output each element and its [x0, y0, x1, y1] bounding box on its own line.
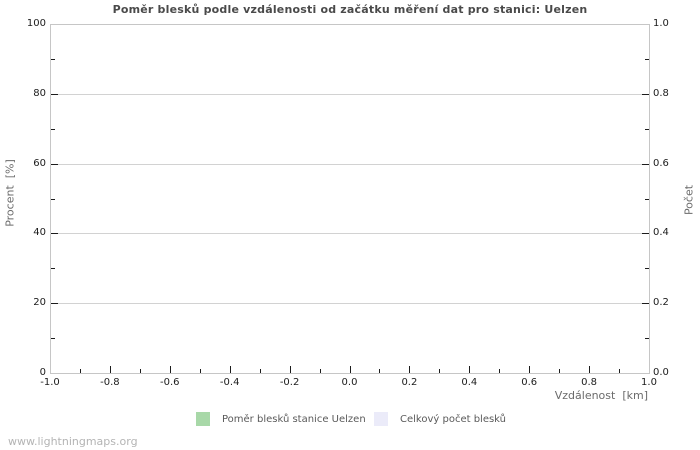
x-axis-tick-label: -0.8: [100, 377, 120, 388]
legend-item-total: Celkový počet blesků: [374, 411, 506, 427]
gridline: [50, 233, 649, 235]
y-minor-tick: [645, 58, 649, 60]
y-major-tick: [642, 233, 649, 235]
x-axis-tick-label: -0.6: [160, 377, 180, 388]
y-axis-tick-label: 20: [33, 297, 46, 309]
x-minor-tick: [319, 369, 321, 373]
x-axis-tick-label: 0.4: [461, 377, 478, 388]
y2-axis-tick-label: 0.8: [653, 87, 669, 99]
x-minor-tick: [379, 369, 381, 373]
x-major-tick: [349, 366, 351, 373]
y-minor-tick: [645, 198, 649, 200]
y-minor-tick: [51, 58, 55, 60]
x-minor-tick: [79, 369, 81, 373]
x-axis-tick-label: 0.6: [521, 377, 538, 388]
x-minor-tick: [499, 369, 501, 373]
y-minor-tick: [51, 198, 55, 200]
y2-axis-tick-label: 0.4: [653, 227, 669, 239]
x-axis-tick-label: -0.4: [219, 377, 240, 388]
x-minor-tick: [259, 369, 261, 373]
y2-axis-tick-label: 1.0: [653, 18, 669, 29]
legend-label: Poměr blesků stanice Uelzen: [222, 413, 366, 425]
y-axis-tick-label: 60: [33, 157, 46, 169]
x-major-tick: [169, 366, 171, 373]
x-major-tick: [289, 366, 291, 373]
gridline: [50, 303, 649, 305]
x-major-tick: [589, 366, 591, 373]
x-axis-tick-label: 0.8: [581, 377, 598, 388]
y2-axis-title: Počet: [682, 184, 696, 216]
x-axis-tick-label: 0.0: [341, 377, 358, 388]
x-major-tick: [469, 366, 471, 373]
legend-label: Celkový počet blesků: [400, 413, 507, 425]
y-axis-tick-label: 40: [33, 227, 46, 239]
x-major-tick: [229, 366, 231, 373]
x-minor-tick: [199, 369, 201, 373]
y-minor-tick: [51, 128, 55, 130]
x-axis-title: Vzdálenost [km]: [554, 389, 648, 402]
x-axis-tick-label: 0.2: [401, 377, 418, 388]
gridline: [50, 93, 649, 95]
x-minor-tick: [619, 369, 621, 373]
legend-item-ratio: Poměr blesků stanice Uelzen: [196, 411, 366, 427]
x-axis-tick-label: 1.0: [641, 377, 657, 388]
x-major-tick: [409, 366, 411, 373]
gridline: [50, 163, 649, 165]
x-minor-tick: [439, 369, 441, 373]
y-major-tick: [642, 303, 649, 305]
y-minor-tick: [51, 268, 55, 270]
legend-swatch: [196, 412, 210, 426]
x-minor-tick: [559, 369, 561, 373]
y-axis-tick-label: 80: [33, 87, 46, 99]
y-minor-tick: [51, 338, 55, 340]
watermark: www.lightningmaps.org: [8, 435, 138, 448]
y2-axis-tick-label: 0.2: [653, 297, 669, 309]
y-minor-tick: [645, 338, 649, 340]
y-minor-tick: [645, 128, 649, 130]
x-minor-tick: [139, 369, 141, 373]
y-major-tick: [51, 163, 58, 165]
y-major-tick: [51, 303, 58, 305]
y-major-tick: [642, 163, 649, 165]
chart-title: Poměr blesků podle vzdálenosti od začátk…: [112, 3, 588, 16]
plot-area: [50, 24, 650, 374]
y-axis-tick-label: 0: [39, 367, 46, 378]
x-axis-tick-label: -0.2: [279, 377, 300, 388]
x-axis-tick-label: -1.0: [40, 377, 60, 388]
y-minor-tick: [645, 268, 649, 270]
y-major-tick: [51, 233, 58, 235]
y-major-tick: [642, 93, 649, 95]
y-major-tick: [51, 93, 58, 95]
legend-swatch: [374, 412, 388, 426]
x-major-tick: [529, 366, 531, 373]
y2-axis-tick-label: 0.6: [653, 157, 669, 169]
y2-axis-tick-label: 0.0: [653, 367, 669, 378]
y-axis-tick-label: 100: [26, 18, 46, 29]
x-major-tick: [109, 366, 111, 373]
